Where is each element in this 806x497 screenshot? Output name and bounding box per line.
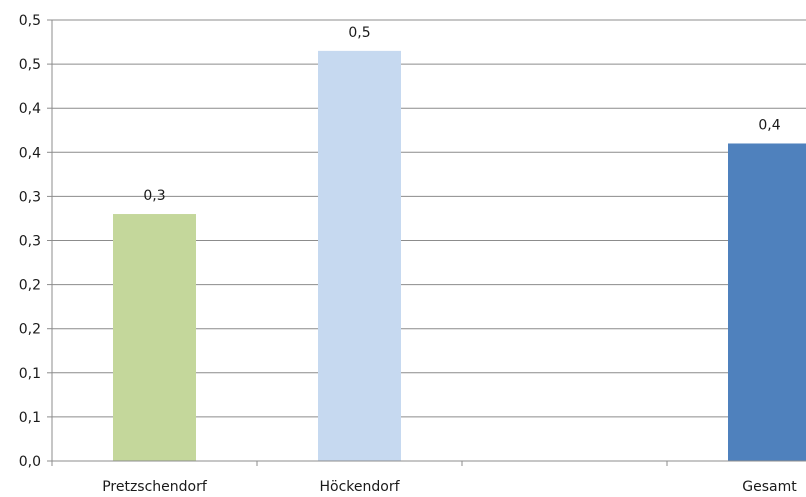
y-tick-label: 0,3 xyxy=(19,189,41,205)
y-tick-label: 0,5 xyxy=(19,57,41,73)
bar xyxy=(318,50,401,462)
bars xyxy=(113,50,806,462)
y-tick-label: 0,2 xyxy=(19,322,41,338)
y-tick-label: 0,4 xyxy=(19,101,41,117)
bar xyxy=(113,214,196,461)
data-label: 0,4 xyxy=(758,117,780,133)
y-axis-tick-labels: 0,0 0,1 0,1 0,2 0,2 0,3 0,3 0,4 0,4 0,5 0,5 xyxy=(19,13,41,470)
x-tick-label: Gesamt xyxy=(742,479,797,495)
data-label: 0,5 xyxy=(348,25,370,41)
y-tick-label: 0,5 xyxy=(19,13,41,29)
x-tick-label: Pretzschendorf xyxy=(102,479,208,495)
y-tick-label: 0,2 xyxy=(19,278,41,294)
y-tick-label: 0,1 xyxy=(19,366,41,382)
y-tick-label: 0,3 xyxy=(19,234,41,250)
y-tick-label: 0,4 xyxy=(19,145,41,161)
data-labels: 0,3 0,5 0,4 xyxy=(143,25,780,204)
axes xyxy=(47,19,806,466)
data-label: 0,3 xyxy=(143,188,165,204)
bar xyxy=(728,143,806,462)
x-axis-tick-labels: Pretzschendorf Höckendorf Gesamt xyxy=(102,479,797,495)
y-tick-label: 0,0 xyxy=(19,454,41,470)
x-tick-label: Höckendorf xyxy=(319,479,400,495)
y-tick-label: 0,1 xyxy=(19,410,41,426)
